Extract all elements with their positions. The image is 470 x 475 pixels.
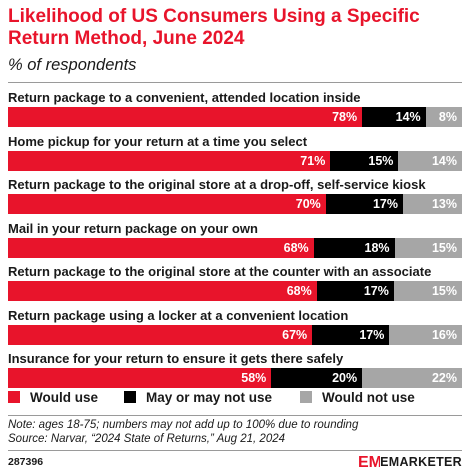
category-label: Home pickup for your return at a time yo… bbox=[8, 133, 308, 149]
data-label: 16% bbox=[431, 327, 457, 342]
category-label: Mail in your return package on your own bbox=[8, 220, 258, 236]
bar-segment: 22% bbox=[362, 368, 462, 388]
bar-segment: 15% bbox=[393, 281, 462, 301]
bar-segment: 8% bbox=[425, 107, 462, 127]
data-label: 14% bbox=[431, 153, 457, 168]
chart-note: Note: ages 18-75; numbers may not add up… bbox=[8, 419, 359, 431]
chart-source: Source: Narvar, “2024 State of Returns,”… bbox=[8, 433, 286, 445]
emarketer-logo-text: EMARKETER bbox=[380, 455, 462, 469]
data-label: 17% bbox=[359, 327, 385, 342]
bar-segment: 58% bbox=[8, 368, 272, 388]
chart-id: 287396 bbox=[8, 456, 44, 468]
bar-segment: 20% bbox=[271, 368, 363, 388]
legend-item: Would not use bbox=[300, 390, 415, 406]
data-label: 58% bbox=[241, 371, 267, 385]
emarketer-logo: EM EMARKETER bbox=[358, 451, 462, 471]
bar-segment: 13% bbox=[402, 194, 462, 214]
data-label: 14% bbox=[395, 110, 421, 124]
bar-segment: 17% bbox=[316, 281, 394, 301]
legend-swatch bbox=[124, 391, 136, 403]
bottom-divider bbox=[8, 415, 462, 416]
category-label: Return package using a locker at a conve… bbox=[8, 307, 349, 323]
chart-subtitle: % of respondents bbox=[8, 56, 137, 74]
category-label: Return package to a convenient, attended… bbox=[8, 90, 361, 105]
stacked-bar-chart: Return package to a convenient, attended… bbox=[0, 80, 470, 388]
bar-segment: 15% bbox=[330, 150, 399, 171]
data-label: 15% bbox=[368, 153, 394, 168]
bar-segment: 71% bbox=[8, 150, 331, 171]
bar-segment: 14% bbox=[398, 150, 462, 171]
data-label: 67% bbox=[282, 327, 308, 342]
legend-item: May or may not use bbox=[124, 390, 272, 406]
data-label: 70% bbox=[295, 197, 321, 211]
data-label: 17% bbox=[363, 284, 389, 298]
legend-item: Would use bbox=[8, 390, 98, 406]
top-divider bbox=[8, 82, 462, 83]
legend-label: May or may not use bbox=[146, 390, 273, 405]
category-label: Return package to the original store at … bbox=[8, 177, 426, 192]
data-label: 18% bbox=[364, 240, 390, 255]
data-label: 78% bbox=[332, 110, 358, 124]
category-label: Return package to the original store at … bbox=[8, 264, 432, 279]
em-logo-mark: EM bbox=[358, 454, 380, 470]
data-label: 68% bbox=[283, 240, 309, 255]
bar-segment: 18% bbox=[313, 237, 395, 258]
data-label: 13% bbox=[431, 197, 457, 211]
bar-segment: 17% bbox=[325, 194, 403, 214]
bar-segment: 67% bbox=[8, 324, 313, 345]
legend-label: Would use bbox=[30, 390, 99, 405]
legend-label: Would not use bbox=[322, 390, 415, 405]
data-label: 15% bbox=[431, 284, 457, 298]
data-label: 71% bbox=[300, 153, 326, 168]
category-label: Insurance for your return to ensure it g… bbox=[8, 351, 344, 366]
bar-segment: 70% bbox=[8, 194, 326, 214]
data-label: 68% bbox=[286, 284, 312, 298]
bar-segment: 16% bbox=[389, 324, 462, 345]
bar-segment: 68% bbox=[8, 281, 317, 301]
bar-segment: 68% bbox=[8, 237, 314, 258]
chart-title: Likelihood of US Consumers Using a Speci… bbox=[8, 6, 420, 49]
data-label: 8% bbox=[438, 110, 457, 124]
em-logo-mark-icon: EM bbox=[358, 454, 380, 470]
bar-segment: 17% bbox=[312, 324, 390, 345]
bar-segment: 14% bbox=[362, 107, 426, 127]
data-label: 15% bbox=[431, 240, 457, 255]
bar-segment: 78% bbox=[8, 107, 363, 127]
legend-swatch bbox=[8, 391, 20, 403]
bar-segment: 15% bbox=[394, 237, 462, 258]
data-label: 22% bbox=[431, 371, 457, 385]
legend-swatch bbox=[300, 391, 312, 403]
data-label: 20% bbox=[332, 371, 358, 385]
bottom-divider-2 bbox=[8, 450, 462, 451]
data-label: 17% bbox=[372, 197, 398, 211]
